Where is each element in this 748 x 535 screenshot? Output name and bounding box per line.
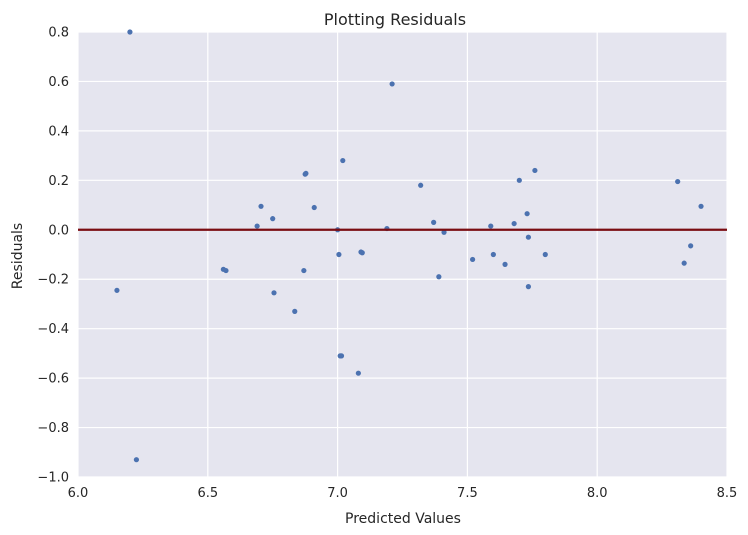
data-point <box>389 81 395 87</box>
data-point <box>675 178 681 185</box>
x-tick-label: 7.0 <box>327 486 348 501</box>
y-tick-label: −0.6 <box>37 372 69 387</box>
data-point <box>258 203 264 209</box>
chart-title: Plotting Residuals <box>324 10 466 29</box>
data-point <box>488 223 494 229</box>
data-point <box>436 274 442 280</box>
data-point <box>303 170 309 177</box>
data-point <box>542 251 548 258</box>
data-point <box>532 167 538 174</box>
data-point <box>431 219 437 225</box>
data-point <box>441 229 447 235</box>
y-axis-label: Residuals <box>10 223 26 289</box>
data-point <box>490 251 496 258</box>
x-axis-label: Predicted Values <box>345 511 461 527</box>
y-tick-label: −0.2 <box>37 273 69 288</box>
data-point <box>525 234 532 240</box>
data-point <box>114 287 120 293</box>
data-point <box>133 457 140 463</box>
data-point <box>223 267 229 274</box>
data-point <box>698 203 704 209</box>
data-point <box>525 284 532 290</box>
data-point <box>338 353 345 359</box>
data-point <box>511 220 517 227</box>
data-point <box>311 204 317 211</box>
data-point <box>292 308 298 314</box>
y-tick-label: 0.4 <box>48 124 69 139</box>
y-tick-label: −0.4 <box>37 322 69 337</box>
data-point <box>301 267 307 274</box>
y-tick-label: 0.2 <box>48 174 69 189</box>
x-tick-label: 8.5 <box>717 486 738 501</box>
x-tick-labels: 6.0 6.5 7.0 7.5 8.0 8.5 <box>68 486 738 501</box>
data-point <box>502 261 508 267</box>
y-tick-label: −1.0 <box>37 471 69 486</box>
data-point <box>516 177 522 183</box>
y-tick-labels: −1.0 −0.8 −0.6 −0.4 −0.2 0.0 0.2 0.4 0.6 0.8 <box>37 26 69 486</box>
data-points <box>114 29 704 463</box>
data-point <box>418 182 424 188</box>
x-tick-label: 6.0 <box>68 486 89 501</box>
y-tick-label: 0.0 <box>48 223 69 238</box>
data-point <box>359 250 365 256</box>
data-point <box>469 256 476 263</box>
data-point <box>340 157 346 164</box>
data-point <box>270 216 276 222</box>
x-tick-label: 7.5 <box>457 486 478 501</box>
data-point <box>688 243 694 249</box>
data-point <box>681 260 687 266</box>
data-point <box>271 290 277 296</box>
data-point <box>524 211 530 217</box>
plot-area <box>78 32 727 477</box>
x-tick-label: 6.5 <box>197 486 218 501</box>
data-point <box>355 370 361 376</box>
data-point <box>127 29 133 35</box>
y-tick-label: 0.6 <box>48 75 69 90</box>
y-tick-label: −0.8 <box>37 421 69 436</box>
y-tick-label: 0.8 <box>48 26 69 41</box>
x-tick-label: 8.0 <box>587 486 608 501</box>
data-point <box>254 223 260 229</box>
data-point <box>336 251 342 258</box>
